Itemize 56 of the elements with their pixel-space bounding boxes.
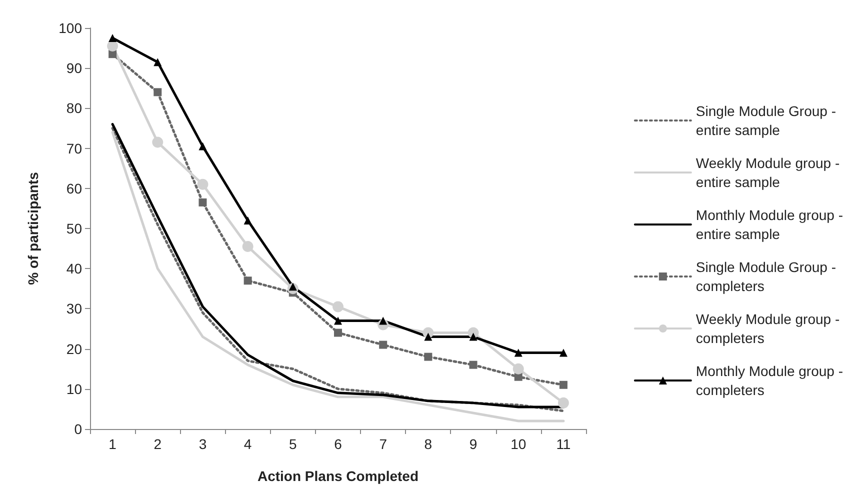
point: [244, 276, 252, 285]
point: [469, 360, 478, 369]
legend-label: Single Module Group - completers: [696, 259, 836, 294]
x-tick-label: 3: [198, 436, 207, 452]
y-tick-label: 40: [66, 260, 82, 277]
point: [379, 340, 388, 349]
x-tick-label: 8: [424, 436, 432, 452]
legend-label: Monthly Module group - entire sample: [696, 207, 844, 242]
point: [424, 332, 432, 341]
x-tick-label: 7: [379, 436, 388, 452]
y-axis-title: % of participants: [25, 172, 41, 285]
legend-label: Weekly Module group - completers: [696, 311, 840, 346]
point: [379, 316, 388, 325]
legend-label: Monthly Module group - completers: [696, 363, 844, 398]
y-tick-label: 70: [66, 140, 82, 156]
point: [242, 241, 254, 252]
y-tick-label: 20: [66, 340, 82, 357]
point: [197, 178, 208, 190]
legend-label: Weekly Module group - entire sample: [696, 155, 840, 190]
y-tick-label: 100: [58, 20, 82, 36]
point: [514, 348, 522, 357]
x-tick-label: 5: [289, 436, 298, 452]
y-tick-label: 50: [66, 220, 82, 236]
point: [152, 136, 164, 148]
point: [334, 316, 342, 325]
y-tick-label: 60: [66, 180, 82, 196]
point: [154, 88, 162, 96]
point: [198, 198, 207, 206]
x-tick-label: 11: [556, 436, 571, 452]
point: [244, 216, 252, 224]
point: [108, 34, 117, 42]
x-tick-label: 10: [510, 436, 526, 452]
point: [332, 301, 344, 312]
x-tick-label: 4: [244, 436, 252, 452]
y-tick-label: 80: [66, 100, 82, 116]
point: [424, 352, 432, 361]
x-tick-label: 2: [154, 436, 162, 452]
point: [558, 397, 569, 408]
x-tick-label: 1: [108, 436, 117, 452]
x-axis-title: Action Plans Completed: [257, 468, 419, 484]
y-tick-label: 90: [66, 60, 82, 76]
point: [288, 282, 297, 291]
x-tick-label: 9: [469, 436, 478, 452]
point: [512, 363, 524, 374]
point: [334, 328, 342, 337]
x-tick-label: 6: [334, 436, 342, 452]
point: [559, 348, 568, 357]
point: [559, 380, 568, 389]
point: [107, 40, 118, 52]
y-tick-label: 10: [66, 380, 82, 397]
point: [198, 142, 207, 150]
legend-label: Single Module Group - entire sample: [696, 103, 836, 138]
point: [469, 332, 478, 341]
y-tick-label: 0: [74, 421, 82, 437]
point: [154, 58, 162, 66]
y-tick-label: 30: [66, 300, 82, 317]
